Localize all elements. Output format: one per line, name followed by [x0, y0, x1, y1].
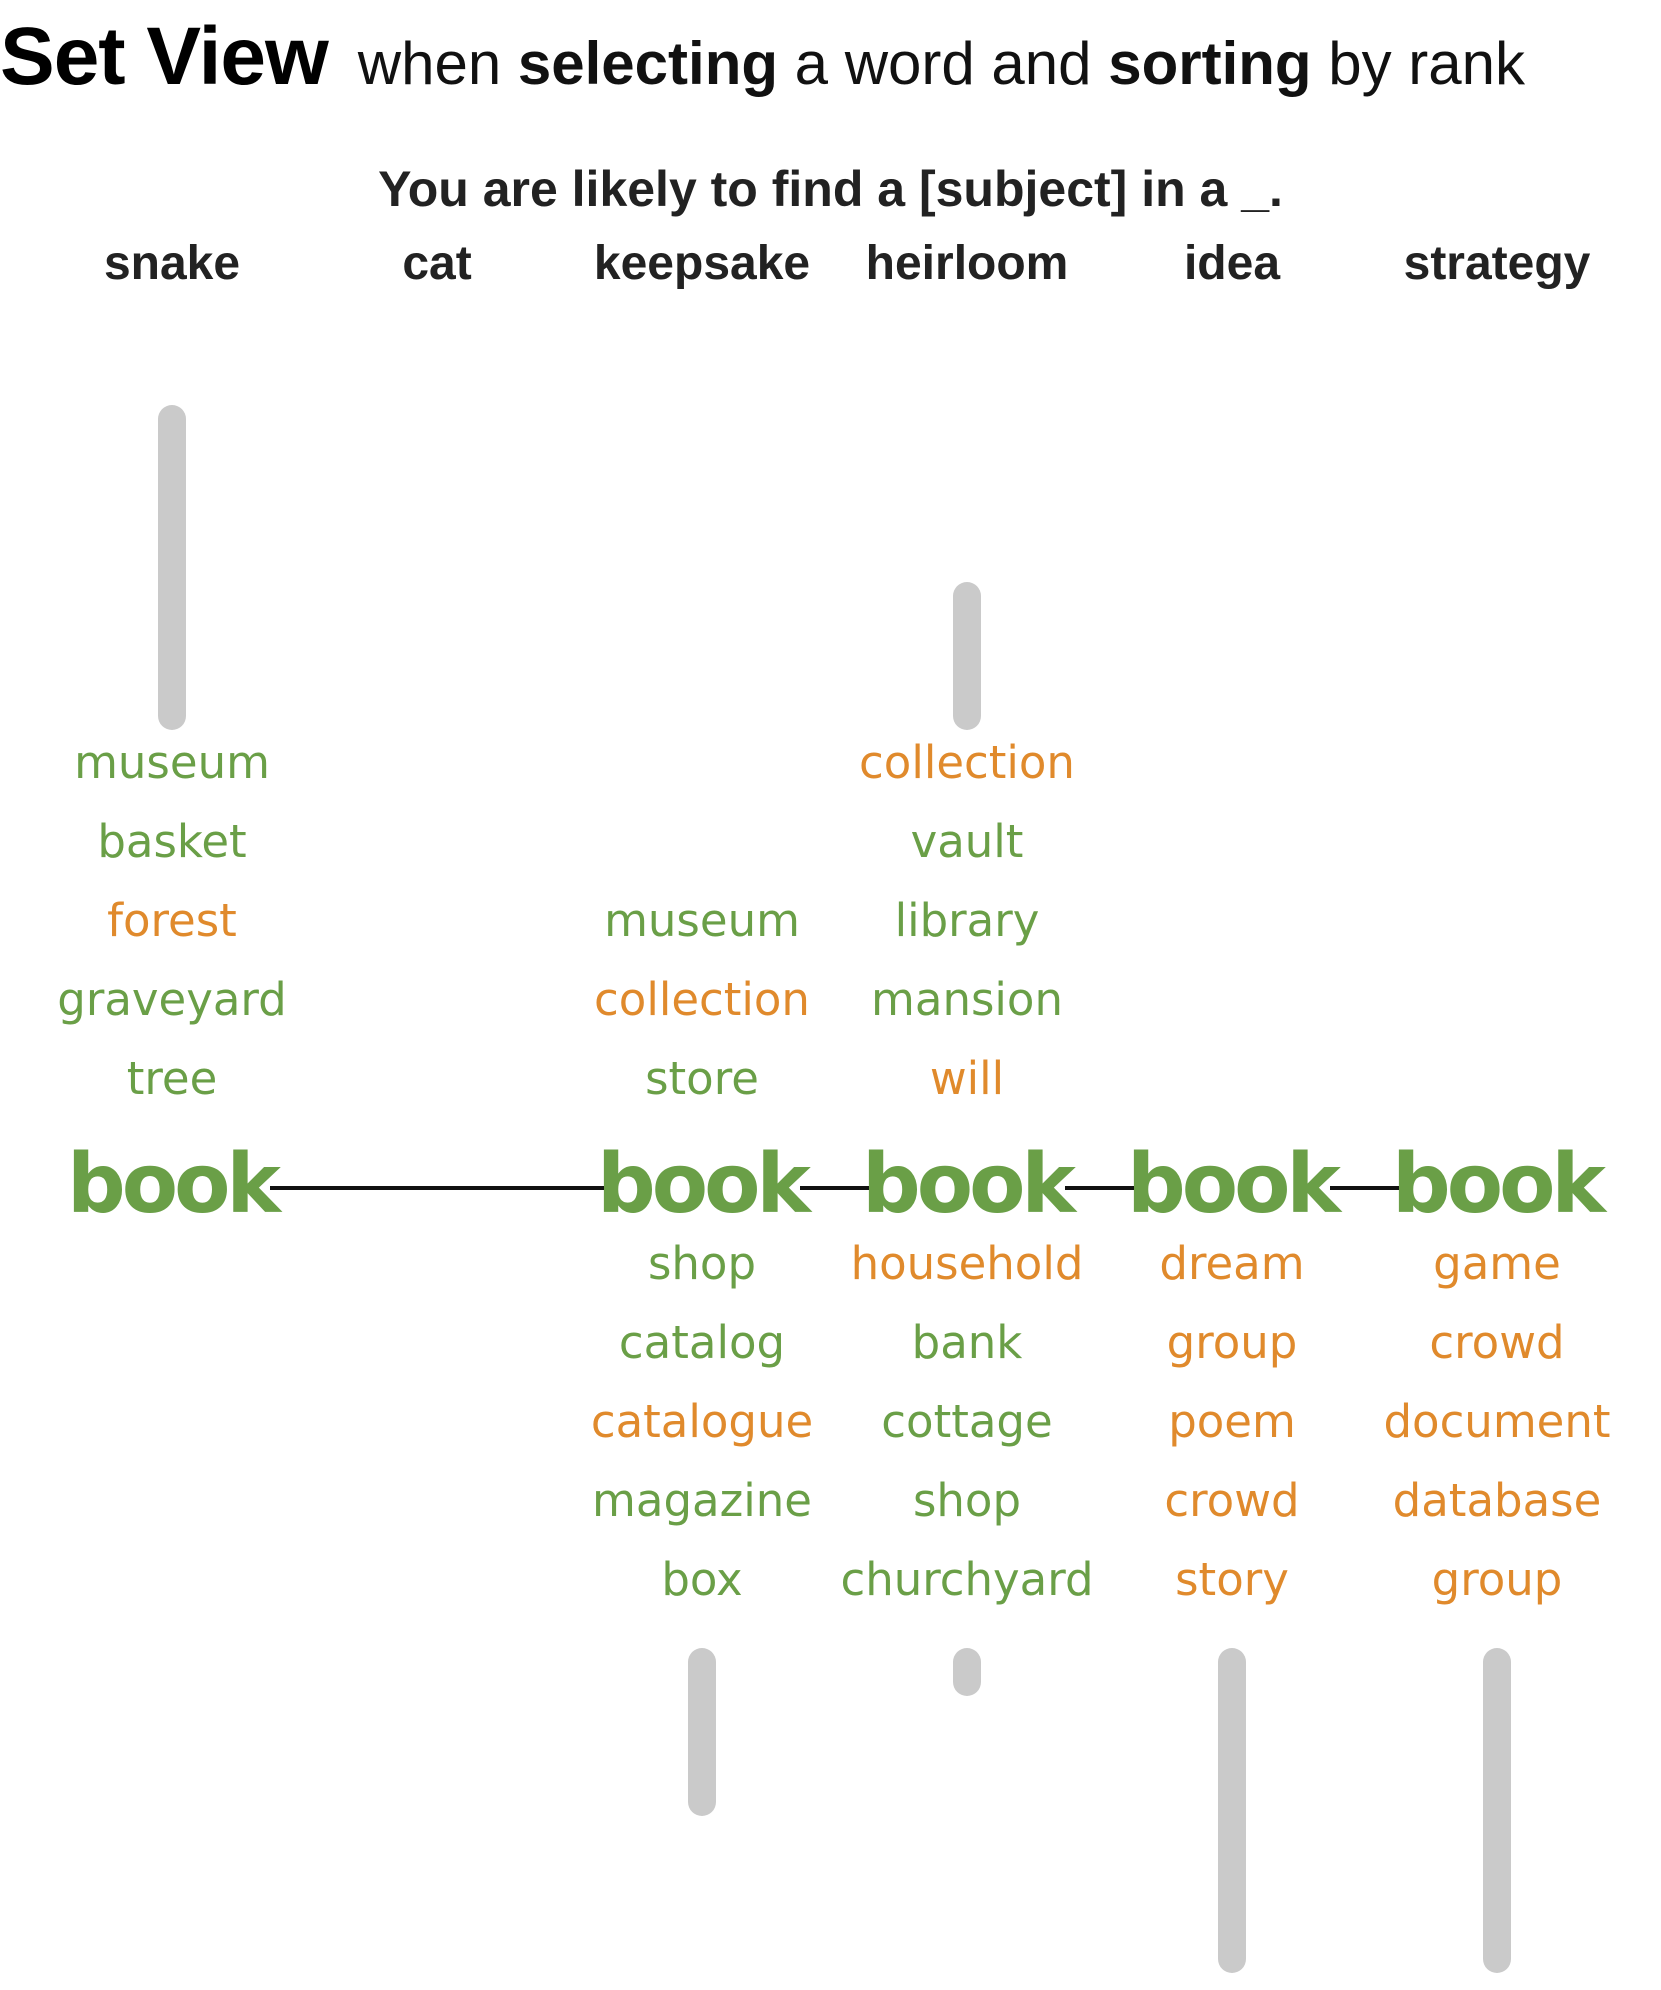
context-word[interactable]: box — [661, 1553, 743, 1606]
rank-bar-above — [158, 405, 186, 730]
heading-sub-5: by rank — [1328, 30, 1525, 97]
heading: Set View when selecting a word and sortin… — [0, 10, 1525, 104]
context-word[interactable]: basket — [97, 815, 247, 868]
heading-subtitle: when selecting a word and sorting by ran… — [358, 30, 1525, 97]
column-header-keepsake[interactable]: keepsake — [593, 237, 811, 290]
context-word[interactable]: game — [1433, 1237, 1561, 1290]
context-word[interactable]: bank — [911, 1316, 1023, 1369]
column-header-cat[interactable]: cat — [402, 237, 472, 290]
context-word[interactable]: graveyard — [57, 973, 287, 1026]
context-word[interactable]: museum — [74, 736, 270, 789]
connector-line — [1065, 1186, 1134, 1190]
selected-word[interactable]: book — [1392, 1137, 1606, 1232]
rank-bar-above — [953, 582, 981, 730]
context-word[interactable]: catalog — [618, 1316, 786, 1369]
selected-word[interactable]: book — [597, 1137, 811, 1232]
context-word[interactable]: story — [1175, 1553, 1289, 1606]
context-word[interactable]: document — [1383, 1395, 1611, 1448]
context-word[interactable]: shop — [912, 1474, 1022, 1527]
context-word[interactable]: forest — [107, 894, 237, 947]
selected-word[interactable]: book — [862, 1137, 1076, 1232]
context-word[interactable]: cottage — [881, 1395, 1053, 1448]
heading-sub-1: when — [357, 30, 502, 97]
context-word[interactable]: catalogue — [590, 1395, 814, 1448]
context-word[interactable]: group — [1431, 1553, 1563, 1606]
context-word[interactable]: churchyard — [840, 1553, 1094, 1606]
column-header-strategy[interactable]: strategy — [1403, 237, 1591, 290]
context-word[interactable]: library — [894, 894, 1040, 947]
context-word[interactable]: vault — [910, 815, 1024, 868]
context-word[interactable]: group — [1166, 1316, 1298, 1369]
context-word[interactable]: crowd — [1429, 1316, 1565, 1369]
heading-title: Set View — [0, 11, 329, 102]
context-word[interactable]: household — [850, 1237, 1084, 1290]
heading-sub-4: sorting — [1108, 30, 1312, 97]
column-header-heirloom[interactable]: heirloom — [865, 237, 1069, 290]
connector-line — [270, 1186, 604, 1190]
context-word[interactable]: collection — [859, 736, 1075, 789]
context-word[interactable]: store — [645, 1052, 759, 1105]
rank-bar-below — [953, 1648, 981, 1696]
context-word[interactable]: dream — [1159, 1237, 1305, 1290]
context-word[interactable]: shop — [647, 1237, 757, 1290]
prompt-sentence: You are likely to find a [subject] in a … — [378, 161, 1283, 217]
selected-word[interactable]: book — [1127, 1137, 1341, 1232]
context-word[interactable]: poem — [1168, 1395, 1296, 1448]
context-word[interactable]: magazine — [592, 1474, 812, 1527]
rank-bar-below — [1218, 1648, 1246, 1973]
rank-bar-below — [688, 1648, 716, 1816]
context-word[interactable]: collection — [594, 973, 810, 1026]
context-word[interactable]: will — [929, 1052, 1005, 1105]
column-header-idea[interactable]: idea — [1183, 237, 1281, 290]
context-word[interactable]: crowd — [1164, 1474, 1300, 1527]
context-word[interactable]: museum — [604, 894, 800, 947]
rank-bar-below — [1483, 1648, 1511, 1973]
selected-word[interactable]: book — [67, 1137, 281, 1232]
context-word[interactable]: database — [1392, 1474, 1602, 1527]
context-word[interactable]: mansion — [871, 973, 1063, 1026]
heading-sub-2: selecting — [517, 30, 778, 97]
connector-line — [1330, 1186, 1399, 1190]
connector-line — [800, 1186, 869, 1190]
heading-sub-3: a word and — [794, 30, 1092, 97]
column-header-snake[interactable]: snake — [103, 237, 241, 290]
context-word[interactable]: tree — [126, 1052, 218, 1105]
